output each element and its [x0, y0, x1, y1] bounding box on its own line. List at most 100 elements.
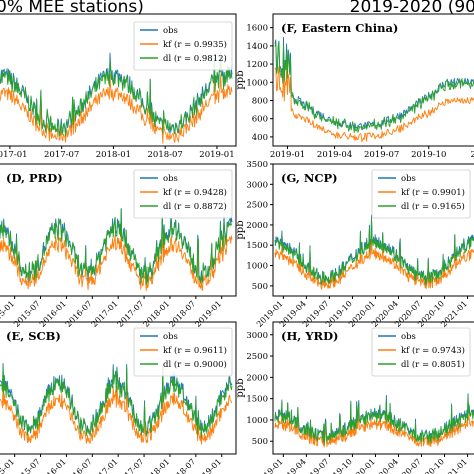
y-tick-label: 600: [252, 115, 268, 125]
y-tick-label: 1500: [246, 395, 268, 405]
legend-label-kf: kf (r = 0.9611): [163, 345, 227, 356]
panel-label: (H, YRD): [281, 329, 339, 343]
y-tick-label: 1000: [246, 78, 268, 88]
legend-label-kf: kf (r = 0.9743): [401, 345, 465, 356]
y-tick-label: 2500: [246, 201, 268, 211]
x-tick-label: 2015-01: [0, 457, 16, 474]
panel-label: (D, PRD): [6, 171, 63, 185]
y-tick-label: 2000: [246, 221, 268, 231]
x-tick-label: 2016-07: [64, 299, 94, 329]
x-tick-label: 2018-01: [96, 150, 131, 160]
chart-panel-F: 2019-01 2019-04 2019-07 2019-10 20 400 600 800 1…: [235, 13, 474, 160]
legend-label-kf: kf (r = 0.9935): [163, 39, 227, 50]
series-line-dl: [274, 396, 474, 445]
x-tick-label: 2017-01: [90, 457, 120, 474]
legend-label-obs: obs: [163, 26, 178, 36]
y-tick-label: 1000: [246, 262, 268, 272]
y-tick-label: 1400: [246, 42, 268, 52]
legend: obs kf (r = 0.9428) dl (r = 0.8872): [133, 169, 233, 219]
x-tick-label: 2019-01: [193, 457, 223, 474]
plot-frame: [0, 13, 237, 147]
x-tick-label: 2018-01: [141, 457, 171, 474]
y-tick-label: 3500: [246, 160, 268, 170]
legend-label-dl: dl (r = 0.9000): [163, 359, 227, 370]
y-axis-label: ppb: [235, 378, 246, 397]
x-tick-label: 2015-07: [12, 457, 42, 474]
y-axis-label: ppb: [235, 70, 246, 89]
chart-panel-D: 2015-012015-072016-012016-072017-012017-…: [0, 163, 237, 329]
y-tick-label: 500: [252, 437, 268, 447]
y-axis-label: ppb: [235, 220, 246, 239]
x-tick-label: 20: [470, 150, 474, 160]
x-tick-label: 2018-07: [167, 299, 197, 329]
x-tick-label: 2016-07: [64, 457, 94, 474]
series-line-dl: [0, 208, 233, 285]
legend: obs kf (r = 0.9611) dl (r = 0.9000): [133, 327, 233, 377]
y-tick-label: 3000: [246, 331, 268, 341]
x-tick-label: 2016-01: [38, 299, 68, 329]
chart-panel-G: 2019-012019-042019-072019-102020-012020-…: [235, 160, 474, 329]
y-tick-label: 1200: [246, 60, 268, 70]
x-tick-label: 2019-01: [193, 299, 223, 329]
x-tick-label: 2016-01: [38, 457, 68, 474]
x-tick-label: 2017-07: [116, 457, 146, 474]
chart-panel-E: 2015-012015-072016-012016-072017-012017-…: [0, 321, 237, 474]
plot-frame: [272, 13, 474, 147]
header-left: 0% MEE stations): [0, 0, 144, 17]
legend-label-obs: obs: [163, 332, 178, 342]
legend: obs kf (r = 0.9901) dl (r = 0.9165): [371, 169, 471, 219]
legend-box: [371, 169, 471, 219]
panel-label: (E, SCB): [6, 329, 61, 343]
x-tick-label: 2017-07: [116, 299, 146, 329]
legend-box: [133, 169, 233, 219]
legend-label-dl: dl (r = 0.8872): [163, 201, 227, 212]
x-tick-label: 2015-07: [12, 299, 42, 329]
series-line-obs: [274, 37, 474, 131]
x-tick-label: 2017-07: [44, 150, 79, 160]
series-line-dl: [274, 216, 474, 286]
chart-panel-H: 2019-012019-042019-072019-102020-012020-…: [235, 321, 474, 474]
x-tick-label: 2018-07: [167, 457, 197, 474]
legend-label-dl: dl (r = 0.8051): [401, 359, 465, 370]
y-tick-label: 800: [252, 96, 268, 106]
legend-label-kf: kf (r = 0.9428): [163, 187, 227, 198]
series-line-kf: [274, 407, 474, 448]
legend-label-kf: kf (r = 0.9901): [401, 187, 465, 198]
legend-box: [371, 327, 471, 377]
x-tick-label: 2017-01: [90, 299, 120, 329]
x-tick-label: 2019-01: [199, 150, 234, 160]
plot-frame: [272, 163, 474, 297]
plot-frame: [272, 321, 474, 455]
legend-label-obs: obs: [401, 174, 416, 184]
legend-label-dl: dl (r = 0.9812): [163, 53, 227, 64]
legend: obs kf (r = 0.9935) dl (r = 0.9812): [133, 21, 233, 71]
y-tick-label: 3000: [246, 180, 268, 190]
plot-frame: [0, 321, 237, 455]
series-line-kf: [0, 74, 233, 144]
x-tick-label: 2018-07: [148, 150, 183, 160]
x-tick-label: 2019-01: [255, 457, 285, 474]
series-line-dl: [0, 365, 233, 438]
legend-box: [133, 327, 233, 377]
y-tick-label: 1500: [246, 241, 268, 251]
panel-label: (F, Eastern China): [281, 21, 398, 35]
series-line-dl: [274, 42, 474, 134]
series-line-kf: [274, 232, 474, 290]
legend-box: [133, 21, 233, 71]
y-tick-label: 1600: [246, 24, 268, 34]
y-tick-label: 2000: [246, 373, 268, 383]
header-right: 2019-2020 (90: [349, 0, 474, 17]
x-tick-label: 2019-01: [270, 150, 305, 160]
legend-label-obs: obs: [401, 332, 416, 342]
x-tick-label: 2019-10: [411, 150, 446, 160]
y-tick-label: 400: [252, 133, 268, 143]
legend: obs kf (r = 0.9743) dl (r = 0.8051): [371, 327, 471, 377]
chart-panel-top-left: 2017-01 2017-07 2018-01 2018-07 2019-01 obs kf…: [0, 13, 237, 160]
series-line-kf: [0, 384, 233, 445]
legend-label-obs: obs: [163, 174, 178, 184]
x-tick-label: 2019-07: [364, 150, 399, 160]
y-tick-label: 500: [252, 282, 268, 292]
plot-frame: [0, 163, 237, 297]
series-line-dl: [0, 58, 233, 137]
